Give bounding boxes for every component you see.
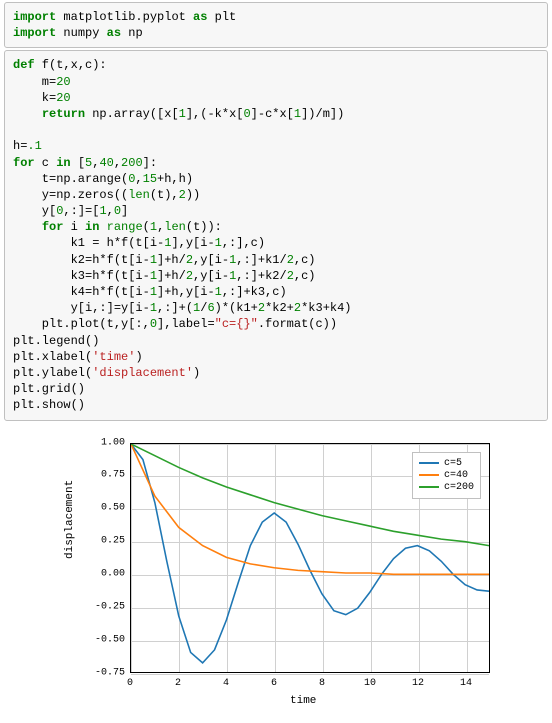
- output-chart: displacement time -0.75 -0.50 -0.25 0.00 0.2…: [0, 423, 552, 723]
- xtick: 4: [223, 678, 229, 689]
- xtick: 6: [271, 678, 277, 689]
- xtick: 2: [175, 678, 181, 689]
- ytick: 0.75: [80, 470, 125, 481]
- ytick: 1.00: [80, 437, 125, 448]
- kw: import: [13, 10, 56, 24]
- legend-item: c=40: [419, 470, 474, 481]
- ytick: 0.50: [80, 503, 125, 514]
- xtick: 0: [127, 678, 133, 689]
- xtick: 8: [319, 678, 325, 689]
- xtick: 12: [412, 678, 424, 689]
- xtick: 10: [364, 678, 376, 689]
- legend-item: c=5: [419, 458, 474, 469]
- xtick: 14: [460, 678, 472, 689]
- legend-item: c=200: [419, 482, 474, 493]
- y-axis-label: displacement: [64, 479, 76, 558]
- ytick: -0.25: [80, 601, 125, 612]
- ytick: 0.25: [80, 536, 125, 547]
- ytick: -0.50: [80, 634, 125, 645]
- ytick: -0.75: [80, 667, 125, 678]
- code-cell-1: import matplotlib.pyplot as plt import n…: [4, 2, 548, 48]
- plot-area: c=5c=40c=200: [130, 443, 490, 673]
- code-cell-2: def f(t,x,c): m=20 k=20 return np.array(…: [4, 50, 548, 420]
- x-axis-label: time: [290, 695, 316, 707]
- legend: c=5c=40c=200: [412, 452, 481, 499]
- ytick: 0.00: [80, 568, 125, 579]
